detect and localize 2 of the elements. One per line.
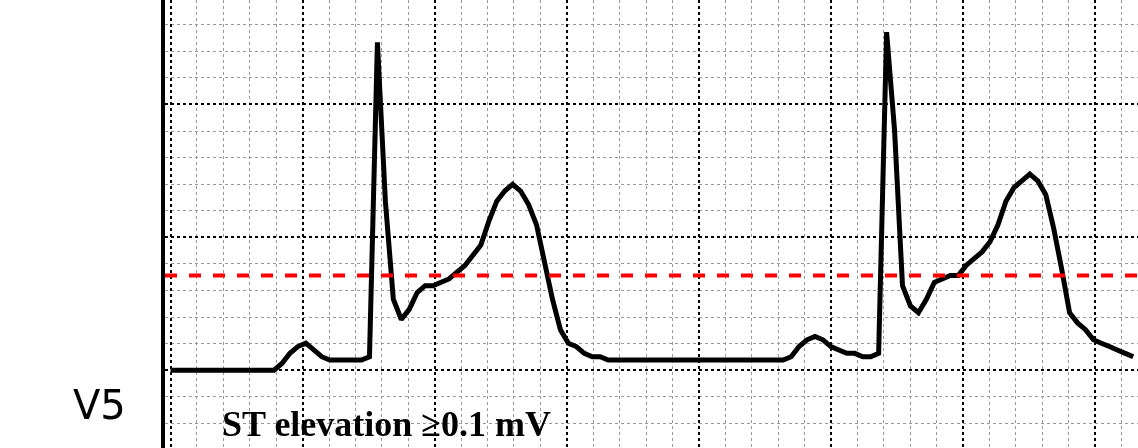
text: V5 bbox=[73, 382, 126, 428]
text: ST elevation ≥0.1 mV bbox=[222, 404, 552, 444]
